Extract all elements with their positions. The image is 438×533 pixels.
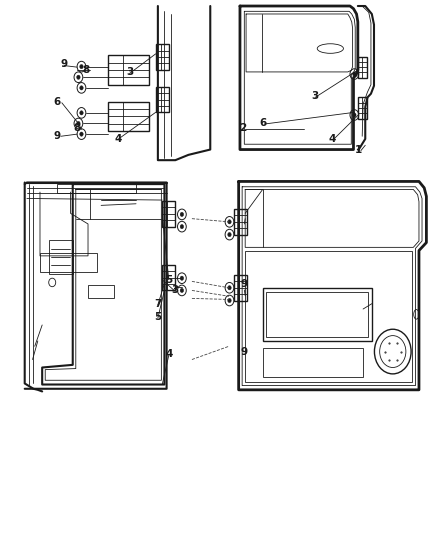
Bar <box>155 87 169 112</box>
Bar <box>108 102 149 131</box>
Text: 9: 9 <box>54 131 61 141</box>
Text: 8: 8 <box>82 65 89 75</box>
Text: 3: 3 <box>126 68 133 77</box>
Text: 4: 4 <box>115 134 122 144</box>
Text: 9: 9 <box>60 60 67 69</box>
Circle shape <box>80 111 83 115</box>
Bar <box>49 240 73 274</box>
Bar <box>234 209 247 235</box>
Bar <box>88 285 114 298</box>
Bar <box>234 275 247 301</box>
Text: 5: 5 <box>154 312 162 322</box>
Text: 4: 4 <box>165 349 173 359</box>
Circle shape <box>80 86 83 90</box>
Text: 4: 4 <box>329 134 336 144</box>
Circle shape <box>228 232 231 237</box>
Bar <box>162 201 175 227</box>
Text: 9: 9 <box>241 346 248 357</box>
Bar <box>40 253 97 272</box>
Circle shape <box>80 64 83 69</box>
Text: 1: 1 <box>355 144 362 155</box>
Text: 8: 8 <box>74 123 81 133</box>
Circle shape <box>180 212 184 216</box>
Circle shape <box>180 276 184 280</box>
Circle shape <box>353 113 356 117</box>
Circle shape <box>228 298 231 303</box>
Circle shape <box>353 72 356 76</box>
Circle shape <box>180 288 184 293</box>
Circle shape <box>80 132 83 136</box>
Bar <box>266 292 368 337</box>
Bar <box>108 55 149 85</box>
Bar <box>57 183 136 193</box>
Circle shape <box>228 220 231 224</box>
Text: 5: 5 <box>165 275 173 285</box>
Bar <box>245 251 412 382</box>
Circle shape <box>77 75 80 79</box>
Text: 6: 6 <box>259 118 266 128</box>
Bar <box>162 265 175 290</box>
Bar <box>358 56 367 78</box>
Text: 9: 9 <box>241 279 248 288</box>
Bar <box>263 288 372 341</box>
Text: 3: 3 <box>311 91 319 101</box>
Circle shape <box>77 122 80 126</box>
Text: 3: 3 <box>172 286 179 295</box>
Text: 2: 2 <box>240 123 247 133</box>
Bar <box>358 98 367 119</box>
Text: 6: 6 <box>54 96 61 107</box>
Circle shape <box>180 224 184 229</box>
Bar <box>155 44 169 70</box>
Text: 7: 7 <box>154 298 162 309</box>
Bar <box>263 348 363 377</box>
Circle shape <box>228 286 231 290</box>
